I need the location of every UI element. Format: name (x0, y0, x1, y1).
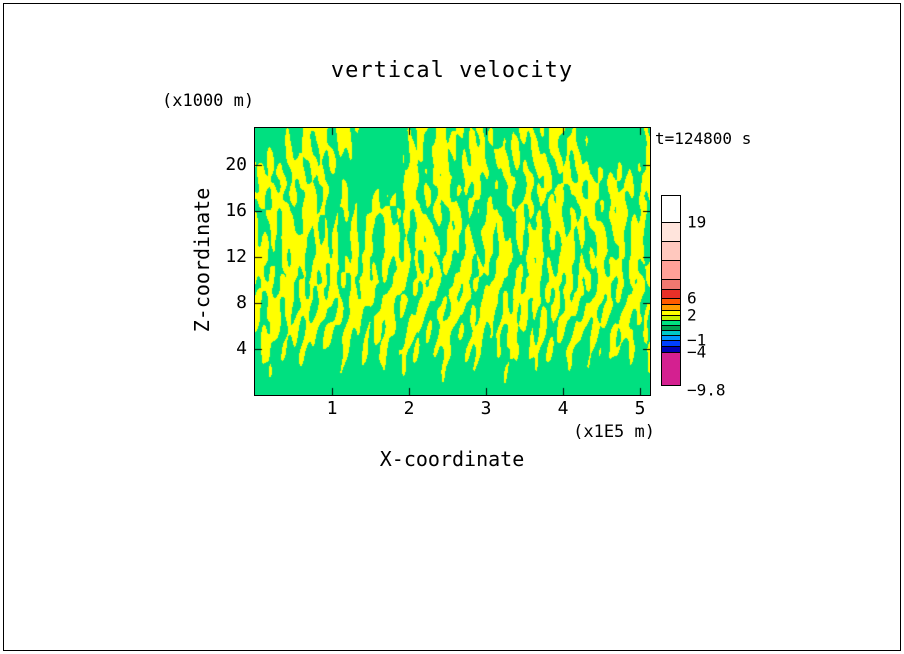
x-tick-label: 4 (557, 398, 569, 419)
colorbar-segment (662, 304, 680, 310)
colorbar-segment (662, 289, 680, 298)
colorbar-tick-label: 6 (687, 288, 697, 308)
colorbar-segment (662, 196, 680, 222)
x-tick-label: 5 (634, 398, 646, 419)
colorbar-tick-label: 19 (687, 212, 707, 232)
colorbar-tick-label: −4 (687, 342, 707, 362)
colorbar-segment (662, 315, 680, 320)
colorbar-segment (662, 340, 680, 346)
colorbar-segment (662, 330, 680, 335)
colorbar-segment (662, 279, 680, 289)
x-tick-label: 2 (403, 398, 415, 419)
field-canvas (255, 128, 650, 395)
colorbar-segment (662, 241, 680, 260)
colorbar (661, 195, 681, 386)
colorbar-segment (662, 320, 680, 325)
z-tick-label: 8 (236, 292, 247, 313)
colorbar-segment (662, 222, 680, 241)
time-label: t=124800 s (655, 129, 752, 148)
x-axis-label: X-coordinate (379, 447, 525, 471)
colorbar-segment (662, 260, 680, 279)
z-tick-label: 20 (225, 154, 247, 175)
plot-frame (254, 127, 651, 396)
x-tick-label: 3 (480, 398, 492, 419)
colorbar-tick-label: 2 (687, 305, 697, 325)
z-tick-label: 4 (236, 338, 247, 359)
colorbar-segment (662, 335, 680, 340)
x-axis-unit-label: (x1E5 m) (573, 422, 655, 442)
colorbar-tick-label: −1 (687, 330, 707, 350)
colorbar-segment (662, 325, 680, 330)
colorbar-segment (662, 298, 680, 304)
colorbar-tick-label: −9.8 (687, 380, 726, 400)
z-tick-label: 16 (225, 200, 247, 221)
colorbar-segment (662, 346, 680, 352)
chart-title: vertical velocity (330, 58, 574, 83)
z-tick-label: 12 (225, 246, 247, 267)
colorbar-segment (662, 310, 680, 315)
colorbar-segment (662, 352, 680, 385)
z-axis-unit-label: (x1000 m) (162, 91, 255, 111)
x-tick-label: 1 (326, 398, 338, 419)
